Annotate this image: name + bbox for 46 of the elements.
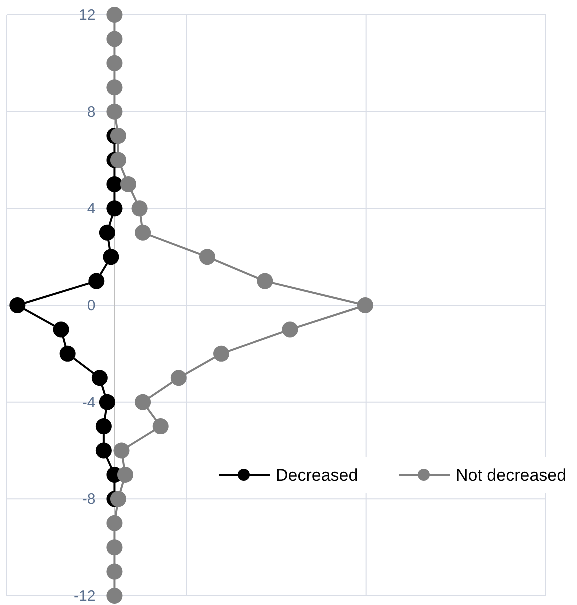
point [117,466,134,483]
y-tick-label: 0 [87,298,96,314]
point [60,346,76,362]
point [106,515,123,532]
y-tick-label: -4 [82,394,96,412]
point [88,273,105,290]
point [257,273,274,290]
point [106,588,123,604]
point [120,176,137,192]
y-tick-label: -12 [74,588,96,605]
point [96,442,112,459]
point [92,370,108,386]
y-tick-label: 4 [87,200,96,218]
point [152,418,169,435]
point [99,394,116,410]
point [106,55,123,72]
point [357,298,374,314]
legend-label: Decreased [276,466,358,485]
point [106,31,123,48]
point [106,104,123,120]
y-tick-label: 8 [87,104,96,121]
point [110,152,126,168]
point [99,224,116,241]
point [106,176,123,192]
point [106,564,123,580]
point [114,442,130,459]
point [106,80,123,96]
point [199,249,216,266]
point [10,298,26,314]
point [110,491,126,508]
legend-label: Not decreased [456,466,567,485]
point [106,540,123,556]
y-tick-label: -8 [82,491,96,508]
point [106,7,123,23]
y-tick-label: 12 [79,7,96,24]
point [135,224,152,241]
point [103,249,120,266]
point [132,200,148,217]
point [214,346,230,362]
point [96,418,112,435]
point [110,128,126,144]
point [170,370,187,386]
point [53,322,70,338]
point [106,200,123,217]
point [282,322,298,338]
point [135,394,152,410]
